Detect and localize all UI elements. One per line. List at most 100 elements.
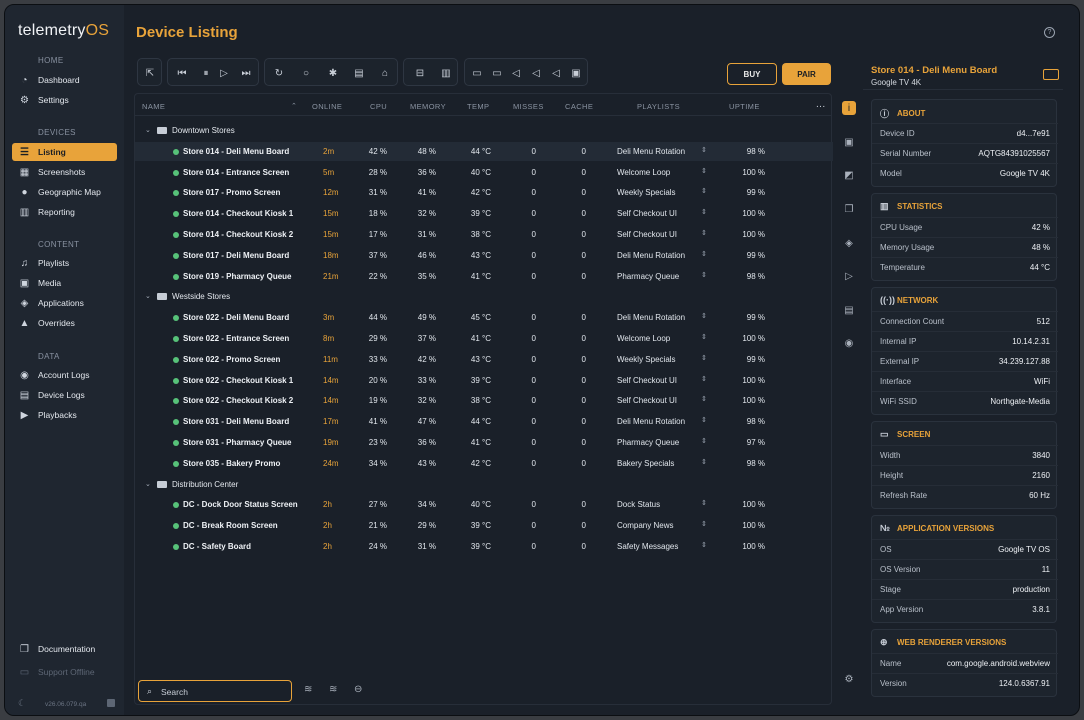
table-row[interactable]: Store 022 - Promo Screen 11m 33 % 42 % 43 °C…: [135, 350, 833, 369]
playlist-select-icon[interactable]: ⇕: [701, 375, 707, 383]
playlist-select-icon[interactable]: ⇕: [701, 167, 707, 175]
column-header-uptime[interactable]: UPTIME: [729, 102, 760, 111]
table-row[interactable]: Store 031 - Deli Menu Board 17m 41 % 47 % 44…: [135, 412, 833, 431]
next-icon[interactable]: ⏭: [241, 67, 251, 79]
sort-icon[interactable]: ⌃: [291, 103, 298, 110]
sidebar-item-playlists[interactable]: ♫ Playlists: [20, 257, 70, 269]
table-row[interactable]: DC - Safety Board 2h 24 % 31 % 39 °C 0 0 Safety…: [135, 537, 833, 556]
table-row[interactable]: Store 031 - Pharmacy Queue 19m 23 % 36 % 41 …: [135, 433, 833, 452]
wifi-off-icon[interactable]: ≋: [329, 684, 338, 695]
playlist-select-icon[interactable]: ⇕: [701, 230, 707, 237]
wifi-icon[interactable]: ≋: [304, 684, 313, 695]
storage-icon[interactable]: ▤: [354, 67, 364, 79]
sidebar-item-dashboard[interactable]: ◔ Dashboard: [12, 71, 117, 89]
sidebar-item-media[interactable]: ▣ Media: [19, 277, 62, 289]
sidebar-item-documentation[interactable]: ❐ Documentation: [20, 643, 96, 655]
volume-up-icon[interactable]: ◁: [512, 67, 520, 79]
playlist-select-icon[interactable]: ⇕: [701, 500, 707, 508]
table-row[interactable]: Store 014 - Checkout Kiosk 2 15m 17 % 31 % 3…: [135, 225, 833, 244]
sidebar-item-settings[interactable]: ⚙ Settings: [20, 94, 69, 106]
playlist-select-icon[interactable]: ⇕: [701, 209, 707, 217]
sidebar-item-playbacks[interactable]: ▶ Playbacks: [20, 409, 77, 421]
playlist-select-icon[interactable]: ⇕: [701, 250, 707, 258]
playlist-select-icon[interactable]: ⇕: [701, 354, 707, 362]
sidebar-item-account-logs[interactable]: ◉ Account Logs: [20, 369, 90, 381]
playlist-select-icon[interactable]: ⇕: [701, 542, 707, 549]
table-row[interactable]: DC - Break Room Screen 2h 21 % 29 % 39 °C 0 0 C…: [135, 516, 833, 535]
sidebar-item-applications[interactable]: ◈ Applications: [20, 297, 84, 309]
column-header-memory[interactable]: MEMORY: [410, 102, 447, 111]
tab-media[interactable]: ▷: [845, 270, 853, 282]
table-row[interactable]: Store 014 - Checkout Kiosk 1 15m 18 % 32 % 3…: [135, 204, 833, 223]
column-header-misses[interactable]: MISSES: [513, 102, 544, 111]
table-row[interactable]: Store 022 - Entrance Screen 8m 29 % 37 % 41 …: [135, 329, 833, 348]
chevron-down-icon[interactable]: ⌄: [145, 480, 151, 488]
pair-button[interactable]: PAIR: [782, 63, 831, 85]
app-logo[interactable]: telemetryOS: [18, 22, 110, 39]
column-header-online[interactable]: ONLINE: [312, 102, 343, 111]
export-icon[interactable]: ⇱: [145, 67, 155, 79]
column-header-cpu[interactable]: CPU: [370, 102, 388, 111]
tab-analytics[interactable]: ◩: [844, 169, 854, 181]
minus-square-icon[interactable]: ⊟: [415, 67, 425, 79]
help-icon[interactable]: ?: [1044, 27, 1055, 38]
table-group-row[interactable]: ⌄ Distribution Center: [135, 475, 833, 494]
mute-icon[interactable]: ◁: [552, 67, 560, 79]
pause-icon[interactable]: ⏸: [203, 67, 209, 79]
table-row[interactable]: Store 022 - Deli Menu Board 3m 44 % 49 % 45 …: [135, 308, 833, 327]
buy-button[interactable]: BUY: [727, 63, 777, 85]
table-row[interactable]: Store 035 - Bakery Promo 24m 34 % 43 % 42 °C…: [135, 454, 833, 473]
column-header-name[interactable]: NAME: [142, 102, 166, 111]
tab-settings[interactable]: ⚙: [844, 673, 854, 685]
table-row[interactable]: Store 022 - Checkout Kiosk 1 14m 20 % 33 % 3…: [135, 371, 833, 390]
refresh-icon[interactable]: ↻: [274, 67, 284, 79]
chevron-down-icon[interactable]: ⌄: [145, 293, 151, 301]
trash-icon[interactable]: ▥: [441, 67, 451, 79]
table-row[interactable]: DC - Dock Door Status Screen 2h 27 % 34 % 40…: [135, 495, 833, 514]
sidebar-item-reporting[interactable]: ▥ Reporting: [19, 206, 75, 218]
message-icon[interactable]: ▭: [472, 67, 482, 79]
chevron-down-icon[interactable]: ⌄: [145, 127, 151, 134]
theme-toggle-icon[interactable]: ☾: [18, 698, 27, 708]
previous-icon[interactable]: ⏮: [177, 67, 187, 79]
tab-controls[interactable]: ▣: [844, 136, 854, 148]
tab-screenshot[interactable]: ◉: [844, 337, 854, 349]
playlist-select-icon[interactable]: ⇕: [701, 334, 707, 341]
sidebar-item-support[interactable]: ▭ Support Offline: [19, 666, 95, 678]
tab-info[interactable]: i: [842, 101, 856, 115]
sidebar-item-overrides[interactable]: ▲ Overrides: [19, 317, 75, 329]
playlist-select-icon[interactable]: ⇕: [701, 458, 707, 466]
table-row[interactable]: Store 022 - Checkout Kiosk 2 14m 19 % 32 % 3…: [135, 391, 833, 410]
table-group-row[interactable]: ⌄ Westside Stores: [135, 287, 833, 306]
cast-icon[interactable]: ▣: [571, 67, 581, 79]
table-group-row[interactable]: ⌄ Downtown Stores: [135, 121, 833, 140]
playlist-select-icon[interactable]: ⇕: [701, 438, 707, 445]
volume-down-icon[interactable]: ◁: [532, 67, 540, 79]
debug-icon[interactable]: ✱: [328, 67, 338, 79]
power-icon[interactable]: ○: [302, 67, 310, 79]
table-row[interactable]: Store 014 - Entrance Screen 5m 28 % 36 % 40 …: [135, 163, 833, 182]
lock-icon[interactable]: ⌂: [381, 67, 389, 79]
column-header-temp[interactable]: TEMP: [467, 102, 490, 111]
table-row[interactable]: Store 014 - Deli Menu Board 2m 42 % 48 % 44 …: [135, 141, 833, 161]
playlist-select-icon[interactable]: ⇕: [701, 188, 707, 196]
tab-layers[interactable]: ❐: [844, 203, 854, 215]
table-row[interactable]: Store 017 - Deli Menu Board 18m 37 % 46 % 43…: [135, 246, 833, 265]
playlist-select-icon[interactable]: ⇕: [701, 396, 707, 404]
more-options-icon[interactable]: ...: [816, 99, 826, 110]
table-row[interactable]: Store 019 - Pharmacy Queue 21m 22 % 35 % 41 …: [135, 267, 833, 286]
play-icon[interactable]: ▷: [220, 67, 228, 79]
message-alert-icon[interactable]: ▭: [492, 67, 502, 79]
column-header-playlists[interactable]: PLAYLISTS: [637, 102, 681, 111]
sidebar-item-screenshots[interactable]: ▦ Screenshots: [19, 166, 86, 178]
playlist-select-icon[interactable]: ⇕: [701, 313, 707, 321]
sidebar-item-device-logs[interactable]: ▤ Device Logs: [19, 389, 85, 401]
table-row[interactable]: Store 017 - Promo Screen 12m 31 % 41 % 42 °C…: [135, 183, 833, 202]
collapse-sidebar-icon[interactable]: [107, 699, 115, 707]
sidebar-item-listing[interactable]: ☰ Listing: [12, 143, 117, 161]
tab-applications[interactable]: ◈: [845, 237, 853, 249]
playlist-select-icon[interactable]: ⇕: [701, 271, 707, 279]
sidebar-item-geographic-map[interactable]: ● Geographic Map: [12, 183, 117, 201]
playlist-select-icon[interactable]: ⇕: [701, 521, 707, 529]
playlist-select-icon[interactable]: ⇕: [701, 417, 707, 425]
